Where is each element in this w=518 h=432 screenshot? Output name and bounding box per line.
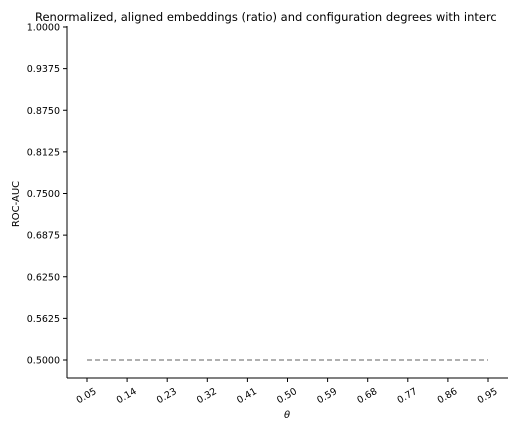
y-axis-ticks: 0.5000 0.5625 0.6250 0.6875 0.7500 0.8125 0.87… (27, 23, 67, 367)
y-tick-label: 0.7500 (27, 189, 60, 200)
x-axis-title: θ (284, 410, 290, 421)
chart-title: Renormalized, aligned embeddings (ratio)… (35, 10, 497, 24)
x-tick-label: 0.95 (476, 386, 500, 406)
y-tick-label: 0.6875 (27, 231, 60, 242)
x-tick-label: 0.23 (155, 386, 179, 406)
y-tick-label: 0.5000 (27, 356, 60, 367)
x-tick-label: 0.05 (75, 386, 99, 406)
x-tick-label: 0.50 (275, 386, 299, 406)
y-tick-label: 0.5625 (27, 314, 60, 325)
x-tick-label: 0.68 (355, 386, 379, 406)
y-axis-title: ROC-AUC (11, 181, 22, 227)
x-tick-label: 0.86 (436, 386, 460, 406)
x-tick-label: 0.14 (115, 386, 139, 406)
y-tick-label: 0.8750 (27, 106, 60, 117)
y-tick-label: 0.6250 (27, 272, 60, 283)
y-tick-label: 0.8125 (27, 147, 60, 158)
y-tick-label: 0.9375 (27, 64, 60, 75)
x-tick-label: 0.41 (235, 386, 259, 406)
x-tick-label: 0.77 (395, 386, 419, 406)
x-tick-label: 0.59 (315, 386, 339, 406)
plot-area: 0.5000 0.5625 0.6250 0.6875 0.7500 0.8125 0.87… (27, 23, 508, 407)
y-tick-label: 1.0000 (27, 23, 60, 34)
x-tick-label: 0.32 (195, 386, 219, 406)
x-axis-ticks: 0.05 0.14 0.23 0.32 0.41 0.50 0.59 0.68 0.77 0.86… (75, 378, 500, 406)
